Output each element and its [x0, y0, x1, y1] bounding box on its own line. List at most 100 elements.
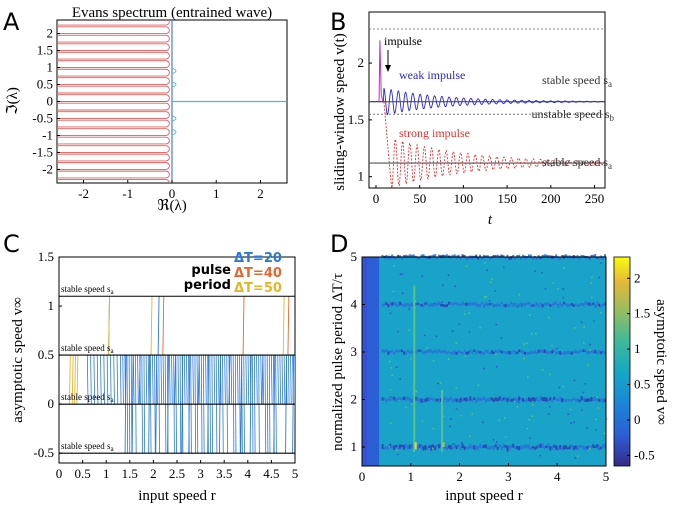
speckle: [437, 382, 439, 385]
dense-switch-early: [106, 355, 109, 405]
resonance-cell: [473, 397, 476, 401]
resonance-cell: [387, 351, 390, 355]
speckle: [589, 349, 592, 352]
resonance-cell: [504, 396, 507, 401]
a-ytick-label: 0.5: [37, 77, 53, 92]
resonance-cell: [520, 349, 523, 353]
resonance-cell: [443, 349, 446, 353]
strong-impulse-series: [383, 101, 605, 188]
speckle: [455, 387, 458, 389]
spectral-curve-3: [57, 43, 170, 52]
resonance-cell: [481, 445, 484, 449]
panel-b-ticks: 0 50 100 150 200 250 1 1.5 2: [348, 55, 605, 206]
stable-level-label-0: stable speed sa: [61, 441, 115, 453]
b-xtick-label: 50: [413, 191, 426, 206]
resonance-cell: [565, 399, 567, 402]
resonance-cell: [539, 256, 542, 260]
resonance-cell: [477, 397, 480, 402]
resonance-cell: [580, 445, 583, 448]
dense-switch: [228, 355, 231, 405]
resonance-cell: [551, 398, 554, 403]
resonance-cell: [406, 302, 409, 306]
panel-letter-d: D: [330, 230, 348, 258]
a-xtick-label: 2: [257, 186, 264, 201]
resonance-cell: [594, 396, 597, 401]
c-xtick-label: 2.5: [169, 466, 185, 481]
resonance-cell: [514, 256, 517, 260]
resonance-cell: [518, 303, 521, 307]
spectral-curve-14: [57, 136, 170, 145]
resonance-cell: [479, 350, 482, 354]
resonance-cell: [399, 397, 402, 400]
speckle: [526, 427, 529, 430]
panel-c-level-labels: stable speed sa stable speed sa stable spe…: [61, 284, 115, 453]
resonance-cell: [459, 350, 462, 354]
speckle: [482, 421, 484, 424]
speckle: [586, 427, 588, 430]
resonance-cell: [471, 398, 474, 402]
resonance-cell: [391, 302, 394, 306]
resonance-cell: [381, 444, 384, 450]
resonance-cell: [516, 446, 519, 450]
resonance-cell: [533, 303, 536, 307]
resonance-cell: [434, 446, 437, 451]
switch-0-1: [157, 296, 160, 356]
resonance-cell: [467, 302, 470, 306]
stable-level-label-2: stable speed sa: [61, 343, 115, 355]
speckle: [587, 364, 590, 366]
speckle: [570, 408, 572, 411]
resonance-cell: [475, 350, 478, 355]
resonance-cell: [389, 350, 392, 354]
switch-2-5: [150, 296, 153, 356]
resonance-cell: [401, 397, 403, 401]
resonance-cell: [418, 349, 421, 352]
resonance-cell: [586, 301, 589, 305]
dense-switch: [205, 355, 207, 405]
resonance-cell: [461, 301, 464, 306]
resonance-cell: [401, 303, 403, 307]
resonance-cell: [434, 398, 437, 402]
resonance-cell: [598, 256, 601, 259]
resonance-cell: [406, 396, 409, 400]
resonance-cell: [496, 398, 499, 402]
stable-level-label-subscript: a: [111, 347, 115, 355]
speckle: [393, 265, 395, 267]
speckle: [435, 335, 438, 338]
speckle: [596, 396, 598, 398]
resonance-cell: [483, 396, 485, 400]
c-xtick-label: 4: [245, 466, 252, 481]
resonance-cell: [387, 303, 390, 308]
panel-b-ylabel: sliding-window speed v(t): [332, 33, 348, 190]
dense-switch: [281, 355, 284, 405]
resonance-cell: [531, 396, 534, 401]
speckle: [405, 406, 407, 409]
resonance-cell: [401, 349, 403, 353]
resonance-cell: [531, 256, 534, 260]
resonance-cell: [432, 398, 435, 401]
colorbar-tick-label: 0: [634, 412, 641, 427]
resonance-cell: [520, 256, 523, 260]
speckle: [516, 405, 519, 408]
resonance-cell: [510, 256, 513, 260]
resonance-cell: [465, 446, 468, 450]
resonance-cell: [510, 444, 513, 448]
resonance-cell: [459, 303, 462, 307]
resonance-cell: [561, 352, 564, 355]
resonance-cell: [553, 396, 556, 400]
c-ytick-label: 0: [48, 396, 55, 411]
panel-d-ylabel: normalized pulse period ΔT/τ: [330, 273, 346, 451]
resonance-cell: [598, 445, 601, 451]
switch-2-0: [68, 355, 71, 405]
d-ytick-label: 5: [351, 249, 358, 264]
dense-switch: [169, 355, 171, 405]
resonance-cell: [594, 349, 597, 354]
a-xtick-label: -1: [122, 186, 133, 201]
resonance-cell: [395, 256, 398, 260]
a-ytick-label: -1.5: [32, 144, 53, 159]
resonance-cell: [592, 444, 595, 448]
resonance-cell: [506, 254, 509, 258]
resonance-cell: [406, 445, 409, 450]
resonance-cell: [566, 447, 569, 450]
resonance-cell: [467, 446, 470, 450]
resonance-cell: [535, 256, 538, 260]
